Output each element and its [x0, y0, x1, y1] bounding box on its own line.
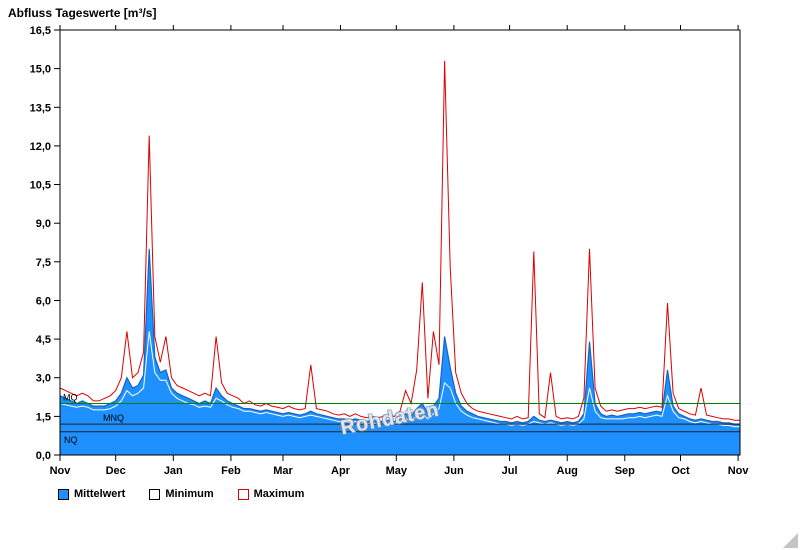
y-axis-tick-label: 9,0 — [36, 218, 51, 230]
reference-label-nq: NQ — [64, 435, 78, 445]
y-axis-tick-label: 6,0 — [36, 295, 51, 307]
y-axis-tick-label: 16,5 — [30, 25, 51, 37]
legend-label-minimum: Minimum — [165, 488, 214, 500]
y-axis-tick-label: 7,5 — [36, 257, 51, 269]
max-swatch-icon — [237, 488, 249, 500]
x-axis-tick-label: Jun — [444, 465, 464, 477]
legend: Mittelwert Minimum Maximum — [58, 488, 328, 500]
x-axis-tick-label: Oct — [671, 465, 690, 477]
x-axis-tick-label: Aug — [557, 465, 578, 477]
reference-label-mnq: MNQ — [103, 413, 124, 423]
max-line — [59, 60, 740, 421]
x-axis-tick-label: Feb — [221, 465, 241, 477]
plot-frame — [59, 29, 741, 456]
y-axis-tick-label: 4,5 — [36, 334, 51, 346]
x-axis-tick-label: Nov — [50, 465, 72, 477]
legend-item-mittelwert: Mittelwert — [58, 488, 125, 500]
x-axis-tick-label: Dec — [106, 465, 126, 477]
legend-item-maximum: Maximum — [237, 488, 305, 500]
mean-line — [59, 248, 740, 425]
reference-label-mq: MQ — [63, 393, 78, 403]
x-axis-tick-label: May — [386, 465, 408, 477]
y-axis-tick-label: 10,5 — [30, 180, 51, 192]
legend-label-maximum: Maximum — [253, 488, 305, 500]
y-axis-tick-label: 0,0 — [36, 450, 51, 462]
x-axis-tick-label: Jul — [502, 465, 518, 477]
y-axis-tick-label: 3,0 — [36, 373, 51, 385]
x-axis-tick-label: Apr — [331, 465, 351, 477]
min-line — [59, 331, 740, 428]
resize-grip-icon[interactable] — [783, 533, 798, 548]
y-axis-tick-label: 15,0 — [30, 64, 51, 76]
y-axis-tick-label: 1,5 — [36, 411, 51, 423]
y-axis-tick-label: 12,0 — [30, 141, 51, 153]
min-swatch-icon — [149, 488, 161, 500]
x-axis-tick-label: Sep — [615, 465, 635, 477]
mean-swatch-icon — [58, 488, 69, 500]
legend-item-minimum: Minimum — [149, 488, 214, 500]
y-axis-tick-label: 13,5 — [30, 102, 51, 114]
legend-label-mittelwert: Mittelwert — [74, 488, 126, 500]
x-axis-tick-label: Nov — [728, 465, 750, 477]
x-axis-tick-label: Mar — [273, 465, 293, 477]
x-axis-tick-label: Jan — [164, 465, 183, 477]
chart-title: Abfluss Tageswerte [m³/s] — [8, 6, 157, 20]
